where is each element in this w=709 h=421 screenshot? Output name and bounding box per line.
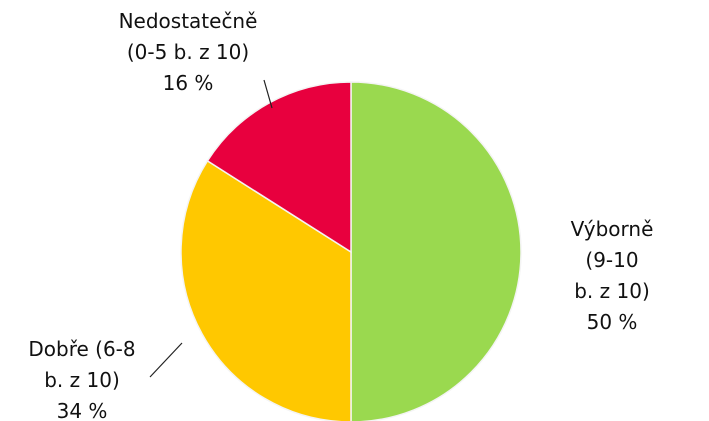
leader-line bbox=[149, 342, 183, 378]
slice-label: Dobře (6-8 b. z 10) 34 % bbox=[28, 334, 135, 421]
slice-label: Výborně (9-10 b. z 10) 50 % bbox=[564, 214, 661, 338]
value-label: 50 % bbox=[586, 310, 638, 334]
pie-slice bbox=[350, 81, 522, 421]
category-label: Výborně (9-10 b. z 10) bbox=[570, 217, 654, 303]
value-label: 34 % bbox=[56, 399, 108, 421]
category-label: Dobře (6-8 b. z 10) bbox=[28, 337, 136, 392]
slice-label: Nedostatečně (0-5 b. z 10) 16 % bbox=[119, 6, 258, 99]
leader-line bbox=[263, 79, 273, 109]
pie-slice bbox=[206, 81, 352, 254]
category-label: Nedostatečně (0-5 b. z 10) bbox=[118, 9, 258, 64]
pie-slice bbox=[180, 159, 352, 421]
value-label: 16 % bbox=[162, 71, 214, 95]
